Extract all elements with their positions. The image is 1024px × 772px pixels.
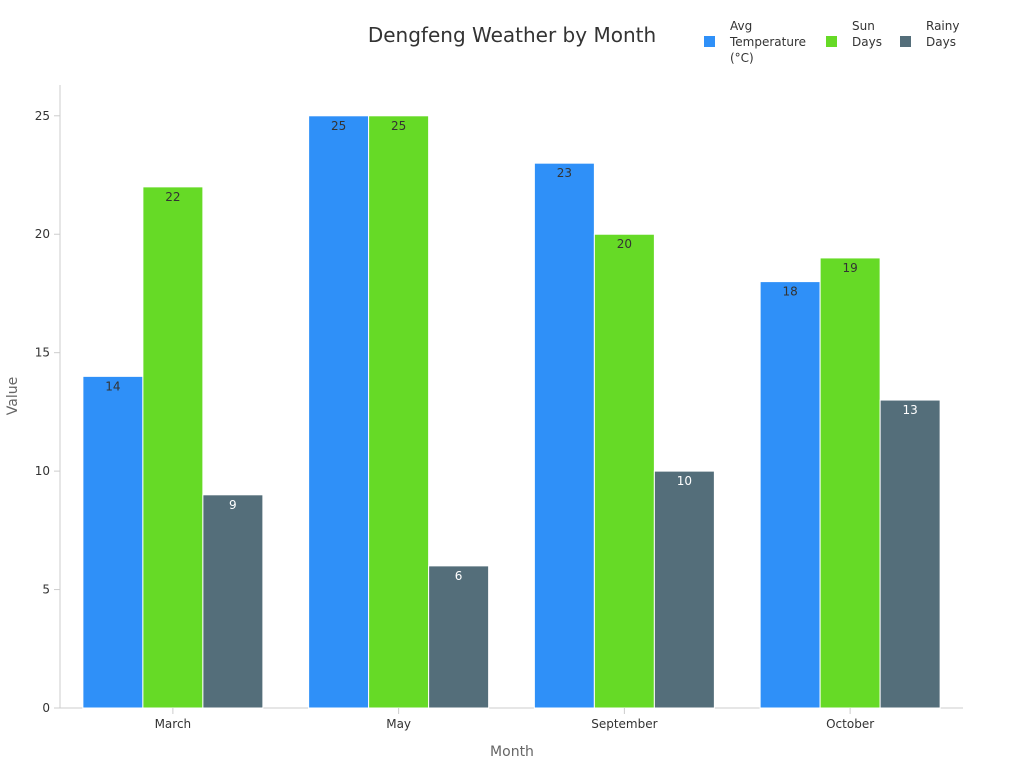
- y-tick-label: 15: [35, 346, 50, 360]
- bar[interactable]: [879, 399, 941, 709]
- data-label: 19: [842, 261, 857, 275]
- bar[interactable]: [819, 257, 881, 709]
- legend-swatch: [900, 36, 911, 47]
- x-tick-label: October: [826, 717, 874, 731]
- legend-item[interactable]: Avg Temperature (°C): [704, 19, 806, 65]
- data-label: 25: [391, 119, 406, 133]
- chart-title: Dengfeng Weather by Month: [368, 23, 656, 47]
- y-tick-label: 5: [42, 583, 50, 597]
- data-label: 6: [455, 569, 463, 583]
- y-tick-label: 25: [35, 109, 50, 123]
- y-tick-label: 20: [35, 227, 50, 241]
- data-label: 9: [229, 498, 237, 512]
- x-axis-label: Month: [490, 744, 534, 760]
- legend-label: Rainy Days: [926, 19, 959, 49]
- legend-swatch: [826, 36, 837, 47]
- bar[interactable]: [82, 375, 144, 709]
- legend-label: Avg Temperature (°C): [729, 19, 806, 65]
- bar[interactable]: [142, 186, 204, 709]
- bar[interactable]: [533, 162, 595, 709]
- bar[interactable]: [593, 233, 655, 709]
- data-label: 25: [331, 119, 346, 133]
- legend-swatch: [704, 36, 715, 47]
- bar[interactable]: [202, 494, 264, 709]
- data-label: 20: [617, 237, 632, 251]
- y-tick-label: 10: [35, 464, 50, 478]
- legend-item[interactable]: Rainy Days: [900, 19, 959, 49]
- data-label: 14: [105, 379, 120, 393]
- bar[interactable]: [308, 115, 370, 709]
- legend-item[interactable]: Sun Days: [826, 19, 882, 49]
- data-label: 13: [902, 403, 917, 417]
- bar[interactable]: [653, 470, 715, 709]
- bar[interactable]: [428, 565, 490, 709]
- data-label: 22: [165, 190, 180, 204]
- x-tick-label: September: [591, 717, 657, 731]
- y-axis-label: Value: [5, 377, 21, 415]
- data-label: 23: [557, 166, 572, 180]
- data-label: 10: [677, 474, 692, 488]
- data-label: 18: [782, 285, 797, 299]
- y-tick-label: 0: [42, 701, 50, 715]
- x-tick-label: May: [386, 717, 411, 731]
- bar[interactable]: [759, 281, 821, 709]
- legend-label: Sun Days: [852, 19, 882, 49]
- x-tick-label: March: [155, 717, 192, 731]
- bar[interactable]: [368, 115, 430, 709]
